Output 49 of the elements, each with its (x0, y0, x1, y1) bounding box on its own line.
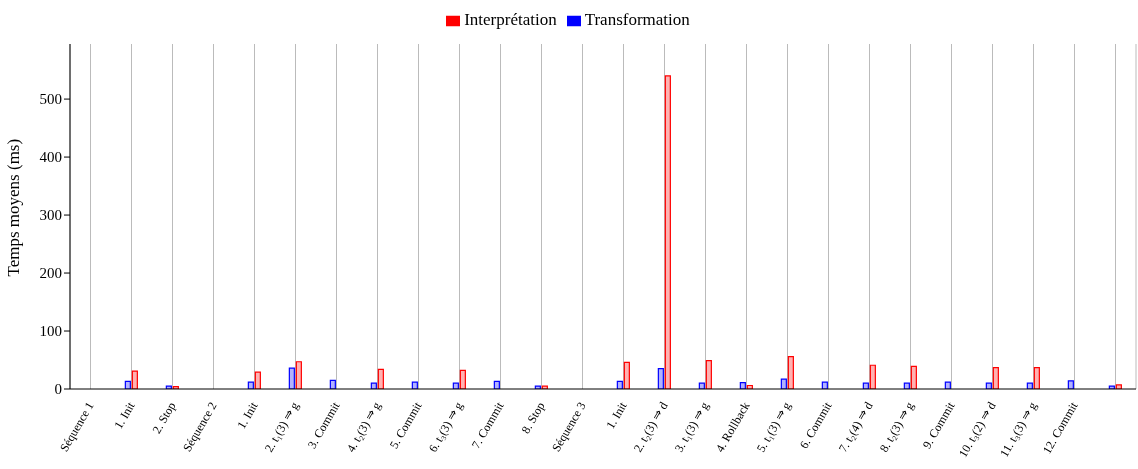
x-tick-label: 11. t₃(3) ⇒ g (996, 399, 1040, 460)
bar (131, 370, 138, 389)
x-tick-label: 8. Stop (518, 399, 548, 436)
bar (165, 385, 172, 389)
y-tick-label: 500 (39, 91, 62, 108)
bar (459, 369, 466, 389)
x-tick-label: 1. Init (111, 398, 138, 432)
x-tick-label: 2. t₁(3) ⇒ g (261, 399, 302, 455)
bar (821, 381, 828, 389)
bar (623, 361, 630, 389)
x-tick-label: 6. t₃(3) ⇒ g (425, 399, 466, 455)
x-tick-label: 5. t₁(3) ⇒ g (753, 399, 794, 455)
bar (288, 367, 295, 389)
y-tick-label: 300 (39, 207, 62, 224)
bar (992, 366, 999, 389)
legend-label: Interprétation (464, 10, 557, 29)
bar (664, 75, 671, 389)
legend-label: Transformation (584, 10, 690, 29)
x-tick-label: 1. Init (603, 398, 630, 432)
bar (705, 359, 712, 389)
bar (657, 368, 664, 389)
bar (910, 365, 917, 389)
y-axis-title: Temps moyens (ms) (4, 138, 24, 277)
bar (1033, 366, 1040, 389)
bar (247, 381, 254, 389)
y-tick-label: 400 (39, 149, 62, 166)
x-tick-label: 10. t₃(2) ⇒ d (955, 399, 999, 460)
bar (411, 381, 418, 389)
x-tick-label: 2. Stop (149, 399, 179, 436)
y-tick-label: 100 (39, 323, 62, 340)
bar (787, 355, 794, 389)
bar (377, 368, 384, 389)
x-tick-label: 2. t₂(3) ⇒ d (630, 399, 671, 455)
x-tick-label: 1. Init (234, 398, 261, 432)
y-tick-label: 0 (54, 381, 62, 398)
bar (869, 364, 876, 389)
x-tick-label: 3. t₁(3) ⇒ g (671, 399, 712, 455)
y-tick-label: 200 (39, 265, 62, 282)
bar (295, 361, 302, 389)
bar (254, 371, 261, 389)
x-tick-label: 7. t₂(4) ⇒ d (835, 399, 876, 455)
bar (1108, 385, 1115, 389)
x-tick-label: 4. t₂(3) ⇒ g (343, 399, 384, 455)
bar (780, 378, 787, 389)
bar (944, 381, 951, 389)
bar (534, 385, 541, 389)
bar (541, 385, 548, 389)
x-tick-label: 8. t₂(3) ⇒ g (876, 399, 917, 455)
bar (1067, 380, 1074, 389)
